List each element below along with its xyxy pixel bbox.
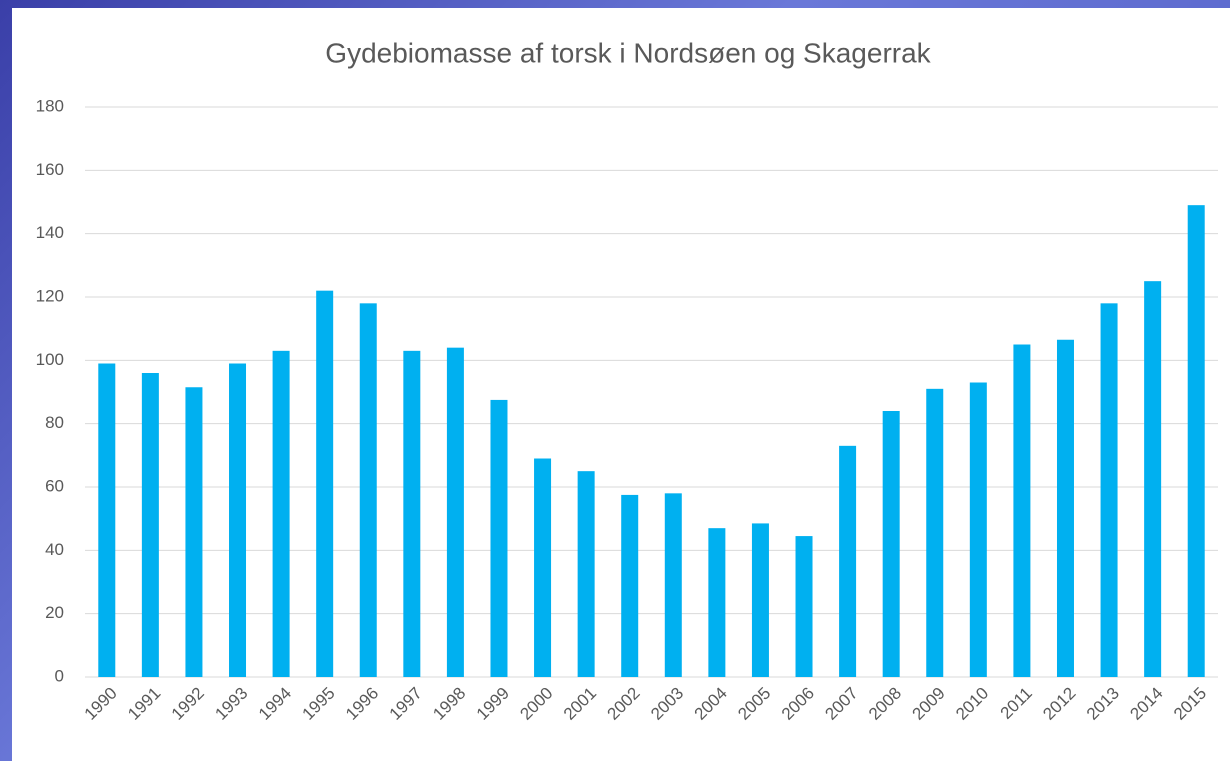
bar	[403, 350, 421, 677]
bar	[359, 303, 377, 677]
y-tick-label: 160	[36, 160, 64, 179]
bar	[708, 528, 726, 677]
bar	[839, 445, 857, 677]
bar	[446, 347, 464, 677]
bar	[229, 363, 247, 677]
chart-title: Gydebiomasse af torsk i Nordsøen og Skag…	[325, 37, 931, 68]
y-tick-label: 140	[36, 223, 64, 242]
bar	[98, 363, 116, 677]
bar	[795, 536, 813, 677]
bar	[316, 290, 334, 677]
bar	[185, 387, 203, 677]
y-tick-label: 80	[45, 413, 64, 432]
y-tick-label: 120	[36, 286, 64, 305]
y-tick-label: 100	[36, 350, 64, 369]
y-tick-label: 40	[45, 540, 64, 559]
bar	[1144, 281, 1162, 677]
y-tick-label: 20	[45, 603, 64, 622]
bar	[751, 523, 769, 677]
y-tick-label: 0	[55, 666, 64, 685]
bar	[272, 350, 290, 677]
bar	[621, 494, 639, 677]
bar	[882, 411, 900, 677]
bar	[1013, 344, 1031, 677]
bar	[1187, 205, 1205, 677]
y-tick-label: 180	[36, 96, 64, 115]
bar	[1056, 339, 1074, 677]
bar	[1100, 303, 1118, 677]
bar	[926, 388, 944, 677]
bar	[969, 382, 987, 677]
bar	[664, 493, 682, 677]
y-tick-label: 60	[45, 476, 64, 495]
bar	[490, 399, 508, 677]
bar	[141, 373, 159, 677]
bar	[534, 458, 552, 677]
bar	[577, 471, 595, 677]
